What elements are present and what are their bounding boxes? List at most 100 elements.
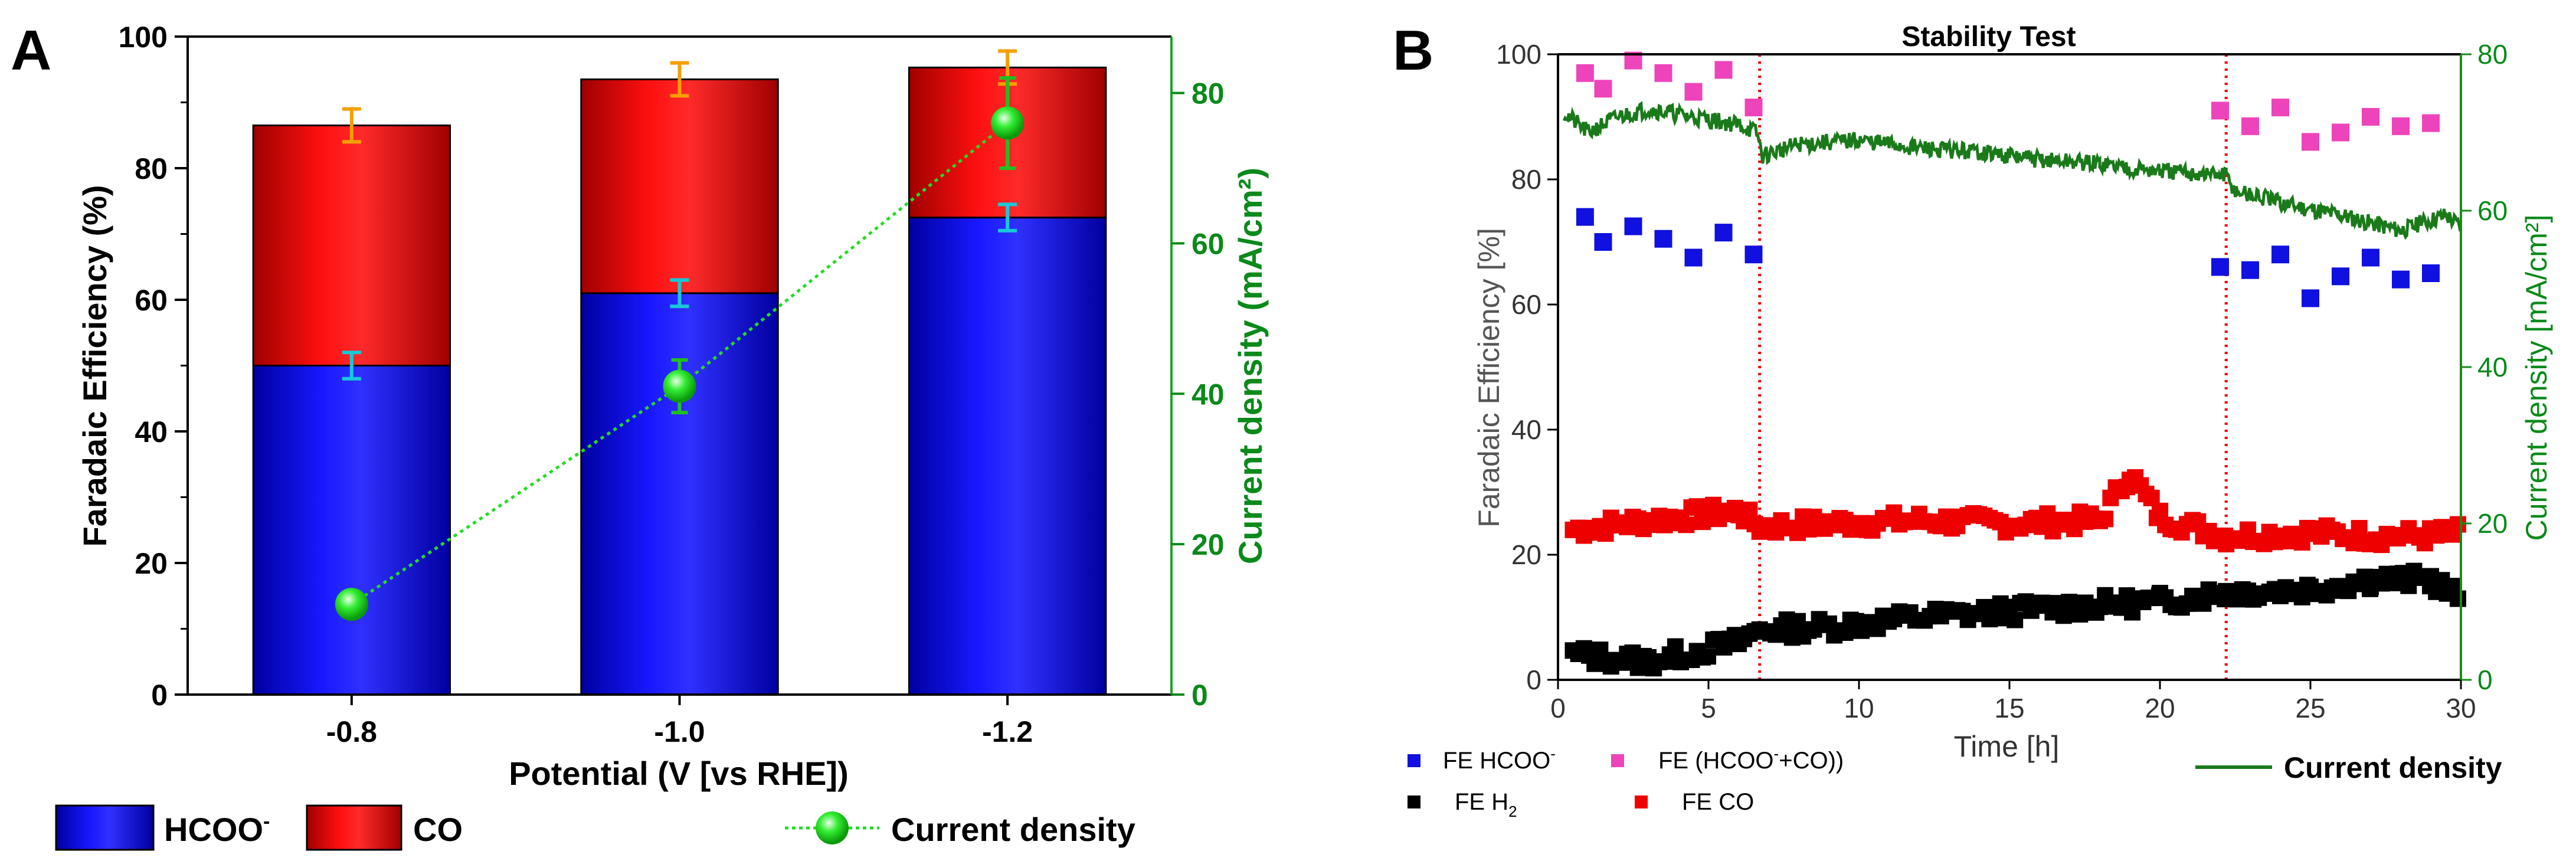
fe-co-point [1678,516,1695,533]
legend-fe-total-label: FE (HCOO-+CO)) [1658,745,1844,774]
fe-hcoo-point [2332,267,2349,286]
fe-total-point [2271,99,2289,117]
panel-b-label: B [1393,19,1433,82]
panel-a-y2-tick-label: 60 [1192,227,1225,260]
panel-b-legend: FE HCOO- FE (HCOO-+CO)) FE H2 FE CO Curr… [1408,745,2502,820]
current-density-point [991,106,1024,140]
fe-hcoo-point [2271,245,2289,264]
legend-co-label: CO [413,811,463,848]
legend-fe-co-swatch [1635,795,1648,808]
panel-a-y-tick-label: 100 [119,21,168,54]
legend-hcoo-label: HCOO- [164,810,270,848]
panel-a-x-tick-label: -0.8 [326,715,377,748]
current-density-line-b [1562,101,2462,240]
panel-a-y2-tick-label: 80 [1192,77,1225,110]
fe-total-point [1576,64,1594,82]
fe-total-point [2211,102,2229,120]
panel-a-plot [252,49,1107,696]
bar-hcoo [252,365,451,696]
fe-h2-point [2007,611,2024,628]
fe-total-point [2392,117,2410,135]
panel-a-x-tick-label: -1.0 [654,715,705,748]
panel-b-x-tick-label: 10 [1844,693,1874,723]
fe-total-point [1714,61,1733,79]
panel-b-x-tick-label: 30 [2446,693,2476,723]
panel-b-y-tick-label: 0 [1526,664,1541,695]
fe-hcoo-point [2302,289,2319,307]
panel-b-x-tick-label: 25 [2295,693,2325,723]
fe-co-point [2152,502,2168,519]
panel-a-y2-tick-label: 0 [1192,679,1208,712]
fe-total-point [1594,80,1612,98]
fe-hcoo-point [1576,208,1594,226]
panel-a-x-axis-label: Potential (V [vs RHE]) [509,755,849,792]
legend-co-swatch [306,804,402,851]
fe-hcoo-point [1744,245,1763,264]
panel-a-y2-tick-label: 20 [1192,528,1225,561]
fe-total-point [2332,123,2349,142]
panel-b-x-tick-label: 20 [2145,693,2175,723]
legend-cd-label: Current density [891,811,1135,848]
fe-hcoo-point [1624,217,1642,235]
panel-a: A 0 20 40 60 80 100 0 20 40 60 80 -0.8 -1.0 -1.2 Fara… [11,19,1269,851]
bar-hcoo [908,217,1107,696]
fe-hcoo-point [2211,258,2229,276]
legend-cd-marker [816,811,849,844]
panel-a-x-tick-label: -1.2 [982,715,1033,748]
legend-fe-h2-label: FE H2 [1455,789,1517,820]
fe-co-point [1741,501,1758,518]
fe-hcoo-point [2362,248,2379,267]
bar-hcoo [580,292,779,696]
legend-fe-co-label: FE CO [1682,789,1754,815]
panel-a-y-axis-label: Faradaic Efficiency (%) [76,185,113,546]
legend-hcoo-swatch [55,804,155,851]
panel-b-y2-tick-label: 80 [2477,39,2508,70]
fe-total-point [2241,117,2259,135]
fe-h2-point [2449,590,2466,607]
panel-b-plot [1562,51,2466,680]
fe-hcoo-point [2422,264,2440,282]
panel-b-y2-tick-label: 40 [2477,352,2508,382]
panel-b-x-tick-label: 5 [1701,693,1716,723]
panel-b-y-tick-label: 20 [1511,539,1541,570]
current-density-point [335,588,368,621]
panel-a-y-tick-label: 80 [135,152,168,185]
fe-co-point [2097,510,2114,528]
panel-b-y-tick-label: 40 [1511,414,1541,445]
panel-a-y2-axis-label: Current density (mA/cm²) [1232,168,1269,564]
legend-fe-hcoo-swatch [1408,754,1420,767]
fe-hcoo-point [1594,233,1612,251]
fe-h2-point [1699,648,1716,665]
panel-b: B Stability Test 0 20 40 60 80 100 0 20 40 60 80 0 5… [1393,19,2553,820]
legend-fe-total-swatch [1611,754,1624,767]
panel-b-x-tick-label: 0 [1550,693,1566,723]
legend-fe-h2-swatch [1408,795,1420,808]
fe-total-point [1744,99,1763,117]
fe-total-point [2362,108,2379,126]
panel-a-label: A [11,19,51,82]
legend-cd-label-b: Current density [2284,751,2502,784]
panel-b-y2-tick-label: 0 [2477,664,2493,695]
panel-a-legend: HCOO- CO Current density [55,804,1135,851]
fe-hcoo-point [1654,230,1672,248]
panel-b-y-axis-label: Faradaic Efficiency [%] [1472,228,1505,528]
panel-b-y-tick-label: 60 [1511,289,1541,320]
panel-a-y-tick-label: 20 [135,547,168,580]
legend-fe-hcoo-label: FE HCOO- [1443,745,1556,774]
panel-a-y-tick-label: 0 [151,679,168,712]
fe-total-point [2422,114,2440,132]
panel-b-y2-tick-label: 20 [2477,508,2508,539]
panel-b-ticks: 0 20 40 60 80 100 0 20 40 60 80 0 5 10 15 20 25 30 [1496,39,2508,723]
panel-a-ticks: 0 20 40 60 80 100 0 20 40 60 80 -0.8 -1.0 -1.2 [119,21,1225,748]
fe-hcoo-point [2241,261,2259,279]
fe-hcoo-point [1684,248,1703,267]
fe-hcoo-point [2392,270,2410,289]
panel-b-y-tick-label: 80 [1511,164,1541,195]
current-density-point [663,369,696,403]
fe-total-point [1654,64,1672,82]
fe-co-point [2449,516,2466,533]
panel-b-y2-axis-label: Current density [mA/cm²] [2520,215,2553,541]
panel-b-y2-tick-label: 60 [2477,195,2508,226]
bar-co [580,78,779,294]
